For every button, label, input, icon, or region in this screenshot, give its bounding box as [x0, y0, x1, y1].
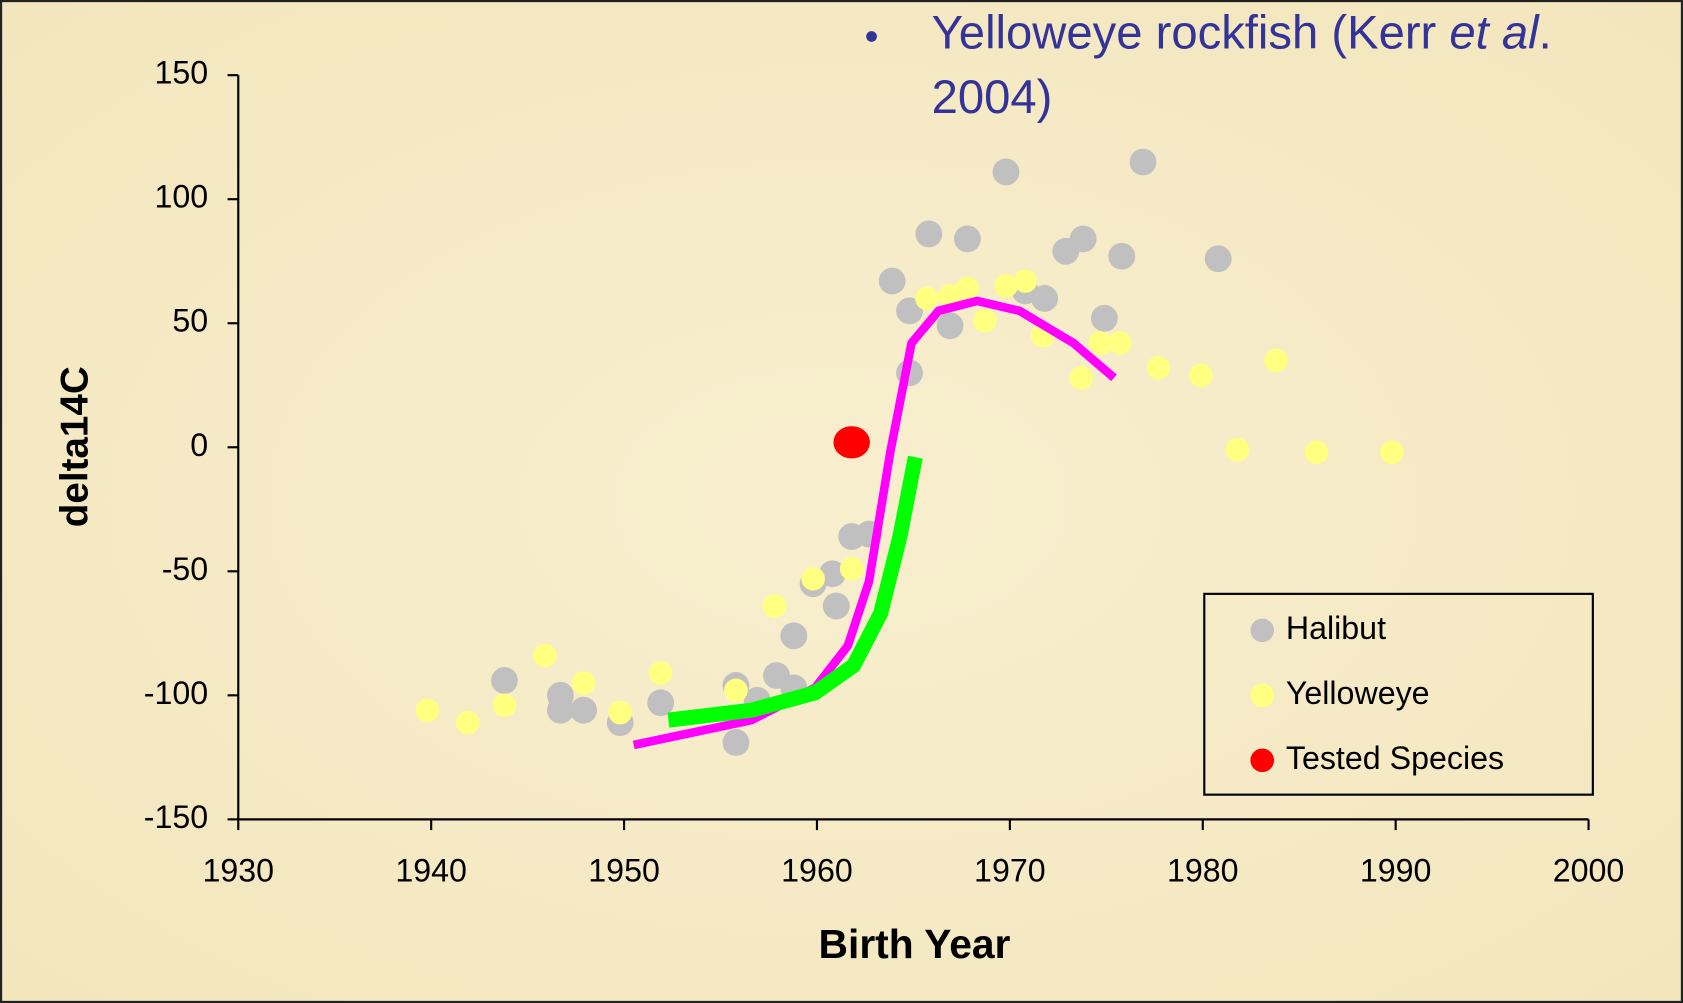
- point: [1013, 269, 1038, 293]
- point: [1129, 148, 1157, 176]
- point: [954, 225, 981, 253]
- y-tick-label: -100: [144, 675, 208, 711]
- point: [608, 700, 633, 725]
- point: [1069, 365, 1094, 390]
- legend-label: Tested Species: [1286, 740, 1504, 776]
- point: [822, 592, 850, 620]
- point: [491, 667, 518, 694]
- annotation-text: et al: [1449, 7, 1540, 60]
- point: [1108, 242, 1136, 270]
- point: [818, 560, 846, 588]
- point: [647, 689, 675, 717]
- point: [833, 426, 870, 459]
- x-tick-label: 1990: [1360, 853, 1432, 889]
- point: [992, 158, 1020, 186]
- y-tick-label: -50: [162, 551, 209, 587]
- x-tick-label: 2000: [1553, 853, 1625, 889]
- x-tick-label: 1960: [781, 853, 853, 889]
- point: [456, 710, 480, 735]
- annotation: Yelloweye rockfish (Kerr et al. 2004): [932, 7, 1565, 124]
- point: [492, 693, 517, 718]
- x-axis-label: Birth Year: [819, 921, 1011, 967]
- point: [1088, 331, 1113, 355]
- point: [546, 696, 574, 724]
- point: [571, 671, 596, 695]
- annotation-text: .: [1539, 7, 1552, 60]
- x-tick-label: 1970: [974, 853, 1046, 889]
- point: [1204, 245, 1232, 273]
- y-axis-label: delta14C: [53, 366, 96, 527]
- x-tick-label: 1980: [1167, 853, 1239, 889]
- point: [724, 678, 748, 703]
- point: [1379, 440, 1404, 465]
- point: [896, 297, 923, 325]
- point: [801, 566, 825, 591]
- point: [762, 594, 787, 618]
- x-tick-label: 1930: [202, 853, 274, 889]
- point: [915, 286, 939, 311]
- legend-marker: [1250, 618, 1275, 643]
- legend-marker: [1250, 683, 1275, 708]
- y-tick-label: -150: [144, 799, 208, 835]
- annotation-text: Yelloweye rockfish (Kerr: [932, 7, 1450, 60]
- legend-label: Halibut: [1286, 610, 1386, 646]
- y-tick-label: 150: [155, 55, 209, 91]
- point: [878, 267, 906, 295]
- y-tick-label: 100: [155, 179, 209, 215]
- point: [1108, 331, 1132, 355]
- point: [1090, 304, 1118, 332]
- point: [780, 622, 808, 650]
- point: [1264, 348, 1288, 373]
- point: [722, 729, 750, 756]
- point: [1031, 285, 1058, 312]
- y-tick-label: 50: [172, 303, 208, 339]
- point: [648, 661, 673, 685]
- point: [955, 276, 980, 301]
- point: [533, 643, 557, 668]
- point: [1069, 225, 1097, 253]
- point: [415, 698, 440, 723]
- point: [936, 312, 964, 340]
- annotation-text: 2004): [932, 71, 1053, 124]
- curve: [667, 455, 923, 728]
- point: [972, 308, 997, 333]
- bullet: [866, 31, 877, 42]
- point: [839, 557, 864, 581]
- legend-label: Yelloweye: [1286, 675, 1430, 711]
- x-tick-label: 1950: [588, 853, 660, 889]
- legend-marker: [1250, 748, 1275, 773]
- point: [915, 220, 943, 248]
- point: [1225, 437, 1250, 462]
- point: [1304, 440, 1329, 465]
- point: [1189, 363, 1213, 388]
- point: [570, 696, 597, 724]
- point: [1146, 356, 1171, 380]
- point: [994, 274, 1018, 298]
- x-tick-label: 1940: [395, 853, 467, 889]
- legend-box: [1203, 592, 1594, 796]
- y-tick-label: 0: [190, 427, 208, 463]
